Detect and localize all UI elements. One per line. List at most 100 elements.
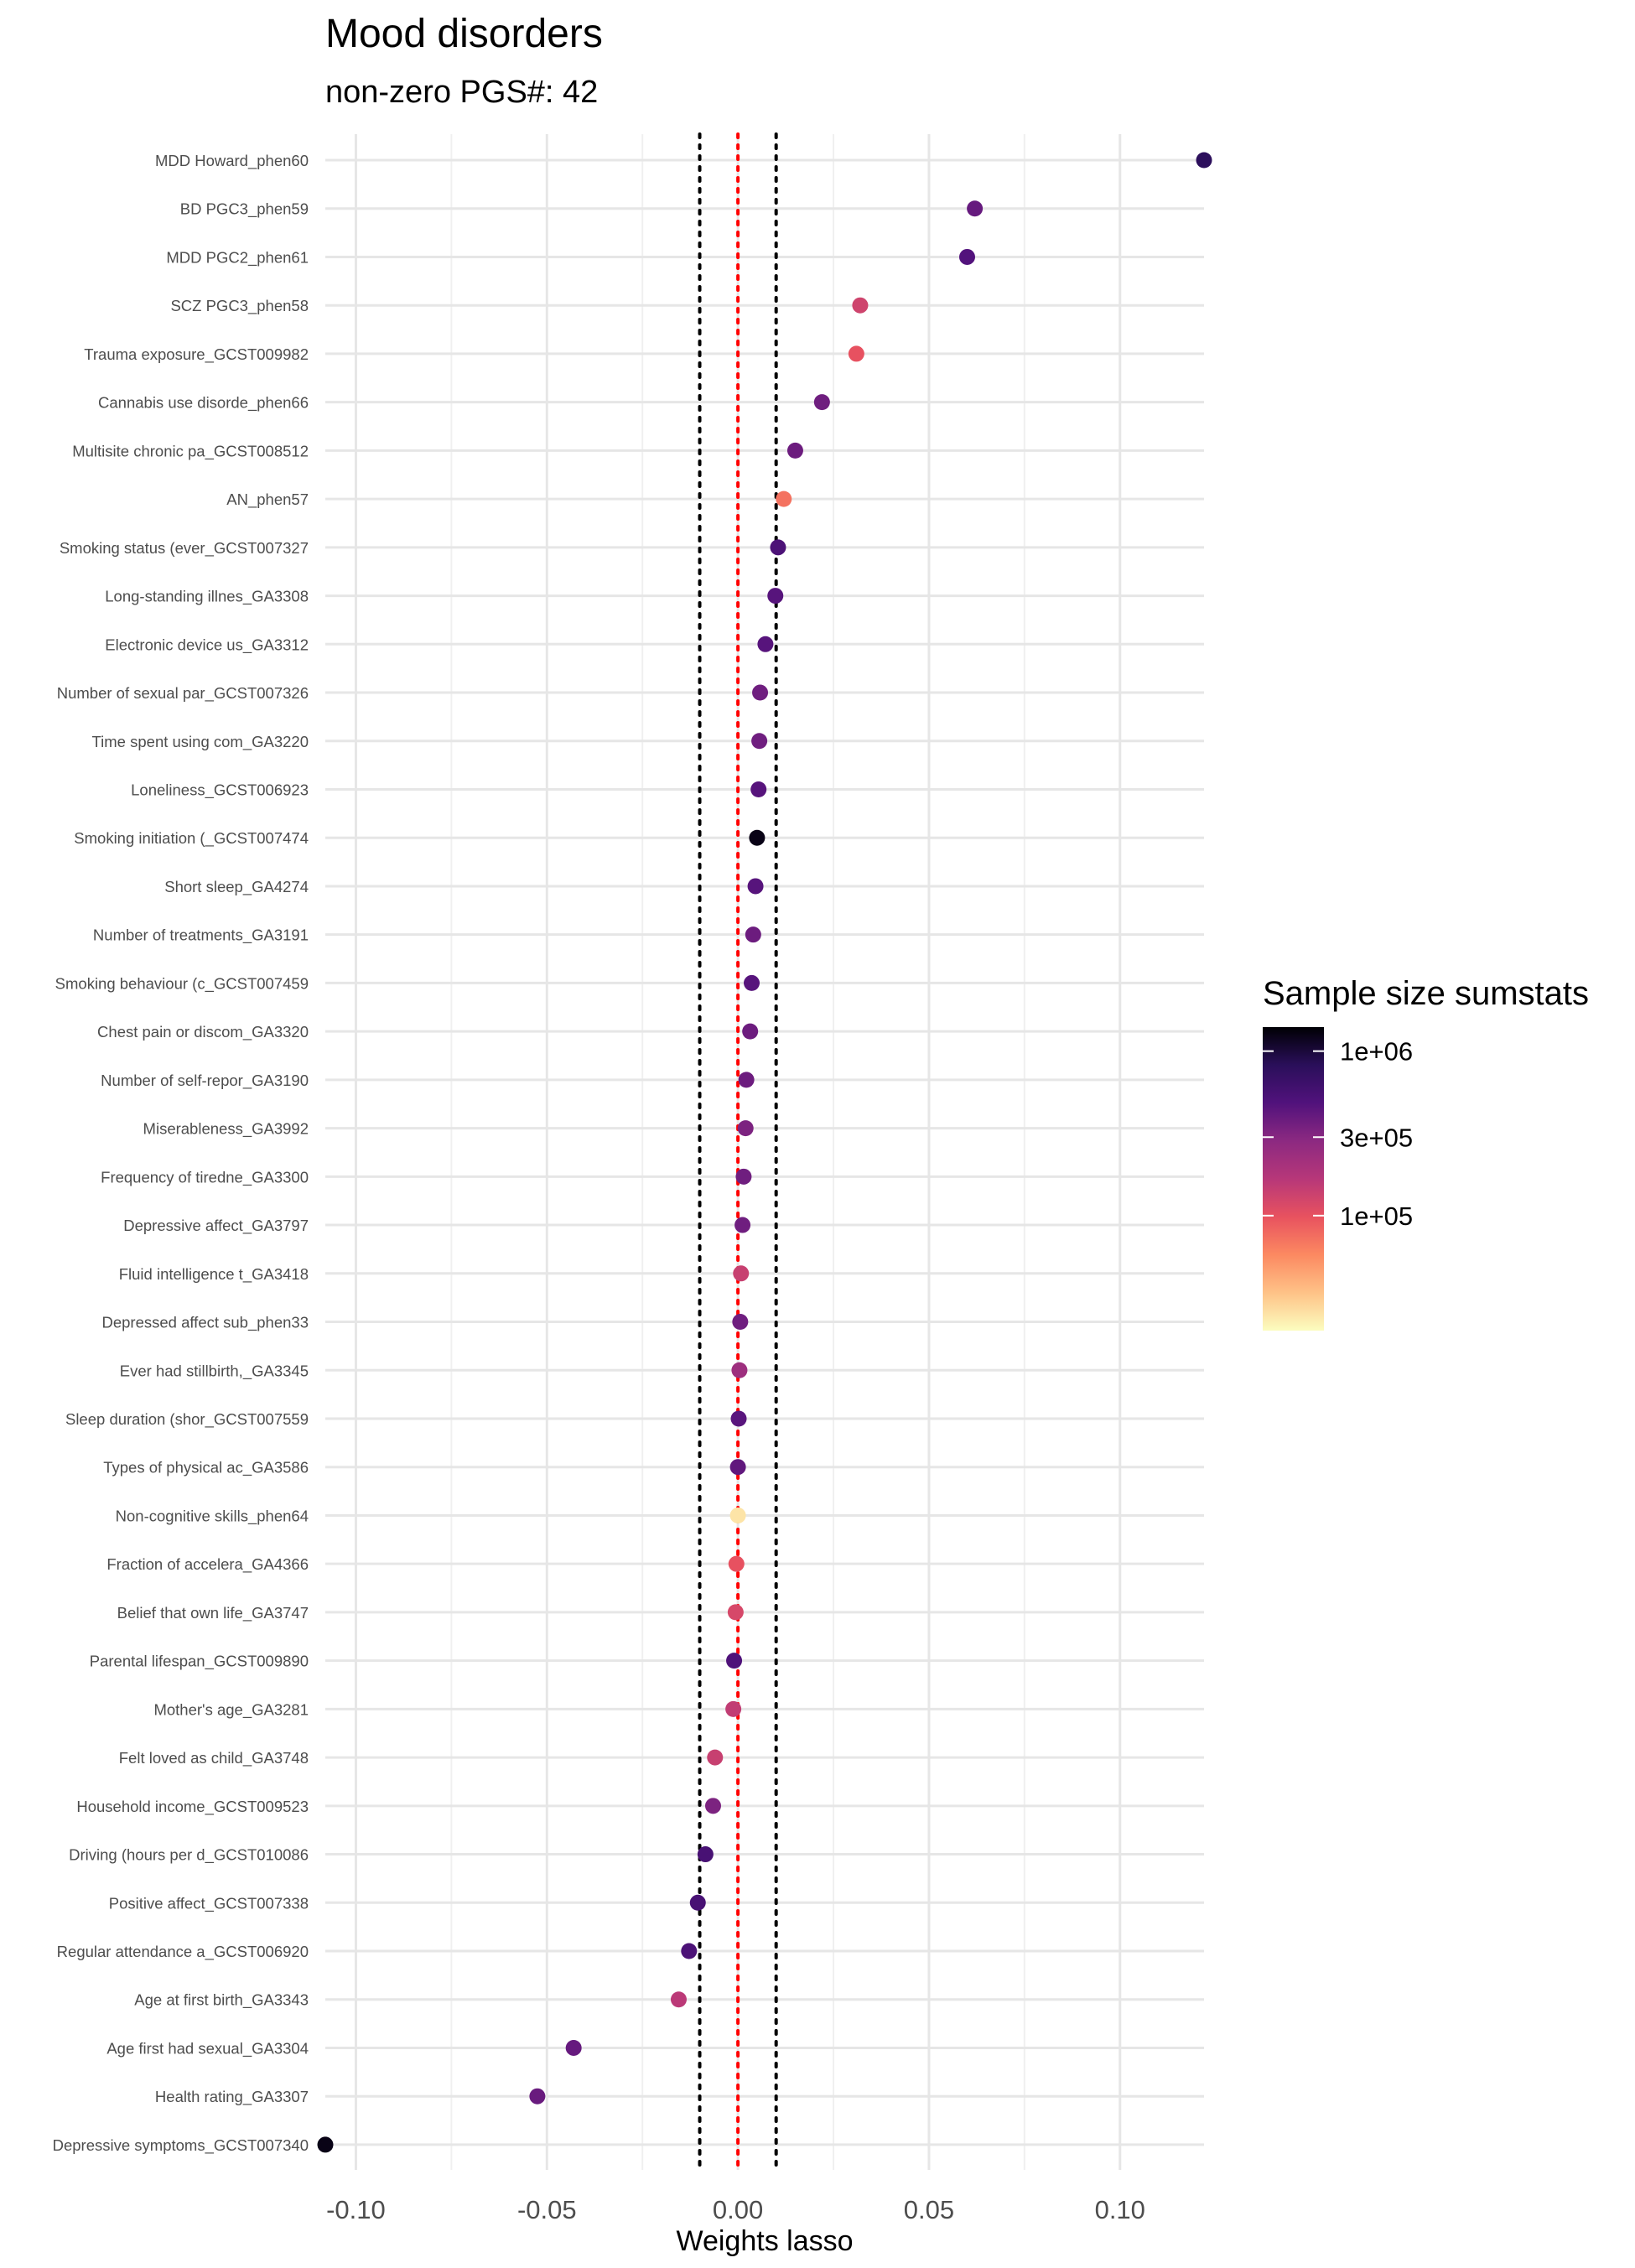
legend-ticks: 1e+06 3e+05 1e+05 — [1263, 1037, 1413, 1231]
y-tick-label: SCZ PGC3_phen58 — [170, 297, 309, 315]
data-point — [813, 394, 830, 411]
data-point — [786, 442, 803, 459]
data-point — [752, 684, 769, 701]
y-tick-label: Household income_GCST009523 — [76, 1798, 309, 1816]
x-tick-labels: -0.10 -0.05 0.00 0.05 0.10 — [326, 2195, 1145, 2224]
y-tick-label: Long-standing illnes_GA3308 — [105, 588, 309, 606]
y-tick-label: Age at first birth_GA3343 — [134, 1991, 309, 2010]
y-tick-labels: MDD Howard_phen60 BD PGC3_phen59 MDD PGC2_… — [53, 152, 309, 2155]
data-point — [958, 248, 975, 265]
y-tick-label: Regular attendance a_GCST006920 — [57, 1943, 309, 1961]
data-point — [757, 636, 774, 652]
x-axis-label: Weights lasso — [676, 2225, 853, 2257]
data-point — [726, 1653, 743, 1669]
data-point — [734, 1217, 751, 1233]
data-point — [730, 1410, 747, 1427]
data-point — [737, 1120, 754, 1137]
y-tick-label: Loneliness_GCST006923 — [131, 781, 309, 799]
y-tick-label: Fluid intelligence t_GA3418 — [119, 1265, 309, 1284]
y-tick-label: Chest pain or discom_GA3320 — [97, 1023, 309, 1041]
data-point — [707, 1749, 724, 1766]
y-tick-label: Short sleep_GA4274 — [164, 878, 309, 896]
data-point — [733, 1265, 750, 1282]
data-point — [751, 733, 768, 750]
y-tick-label: Cannabis use disorde_phen66 — [98, 394, 309, 413]
data-point — [731, 1362, 748, 1378]
data-point — [317, 2136, 334, 2153]
x-tick-label: 0.05 — [904, 2195, 954, 2224]
data-point — [738, 1072, 755, 1088]
chart-subtitle: non-zero PGS#: 42 — [325, 75, 598, 110]
data-point — [852, 297, 869, 314]
data-point — [529, 2088, 546, 2105]
y-tick-label: Depressed affect sub_phen33 — [101, 1314, 309, 1332]
y-tick-label: Number of self-repor_GA3190 — [101, 1072, 309, 1090]
y-tick-label: Smoking status (ever_GCST007327 — [60, 539, 309, 558]
x-tick-label: -0.10 — [326, 2195, 386, 2224]
y-tick-label: Smoking initiation (_GCST007474 — [74, 829, 309, 848]
data-point — [670, 1991, 687, 2008]
y-tick-label: Non-cognitive skills_phen64 — [116, 1507, 309, 1525]
y-tick-label: AN_phen57 — [226, 490, 309, 509]
x-tick-label: 0.00 — [713, 2195, 763, 2224]
data-point — [848, 345, 864, 362]
data-point — [747, 878, 764, 895]
y-tick-label: Trauma exposure_GCST009982 — [84, 345, 309, 364]
reference-lines — [698, 132, 778, 2172]
data-point — [776, 490, 792, 507]
y-tick-label: Felt loved as child_GA3748 — [119, 1749, 309, 1767]
data-point — [729, 1459, 746, 1476]
legend-tick-label: 1e+06 — [1340, 1037, 1413, 1067]
legend-title: Sample size sumstats — [1263, 975, 1589, 1012]
y-tick-label: Frequency of tiredne_GA3300 — [101, 1168, 309, 1186]
legend-tick-label: 3e+05 — [1340, 1123, 1413, 1152]
data-point — [770, 539, 786, 556]
y-tick-label: Ever had stillbirth,_GA3345 — [120, 1362, 309, 1380]
y-tick-label: Smoking behaviour (c_GCST007459 — [55, 974, 309, 993]
y-tick-label: Positive affect_GCST007338 — [109, 1894, 309, 1912]
data-point — [689, 1894, 706, 1911]
data-point — [727, 1604, 744, 1621]
y-tick-label: Number of sexual par_GCST007326 — [57, 684, 309, 703]
y-tick-label: Depressive symptoms_GCST007340 — [53, 2136, 309, 2155]
y-tick-label: MDD PGC2_phen61 — [166, 248, 309, 267]
data-point — [565, 2039, 582, 2056]
data-point — [749, 829, 766, 846]
y-tick-label: Driving (hours per d_GCST010086 — [69, 1846, 309, 1865]
data-points — [317, 152, 1212, 2153]
y-tick-label: Belief that own life_GA3747 — [117, 1604, 309, 1622]
x-tick-label: -0.05 — [517, 2195, 577, 2224]
y-tick-label: Age first had sexual_GA3304 — [106, 2039, 309, 2058]
data-point — [1196, 152, 1212, 169]
y-tick-label: Health rating_GA3307 — [155, 2088, 309, 2106]
data-point — [735, 1168, 752, 1185]
x-tick-label: 0.10 — [1095, 2195, 1145, 2224]
y-tick-label: BD PGC3_phen59 — [180, 200, 309, 219]
data-point — [744, 974, 760, 991]
y-tick-label: Depressive affect_GA3797 — [123, 1217, 309, 1235]
chart-title: Mood disorders — [325, 12, 603, 56]
data-point — [681, 1943, 698, 1959]
legend-colorbar — [1263, 1027, 1324, 1331]
data-point — [967, 200, 984, 217]
y-tick-label: Miserableness_GA3992 — [143, 1120, 309, 1139]
y-tick-label: Number of treatments_GA3191 — [93, 926, 309, 945]
data-point — [732, 1314, 749, 1331]
y-tick-label: Fraction of accelera_GA4366 — [106, 1555, 309, 1574]
data-point — [697, 1846, 714, 1863]
data-point — [725, 1700, 742, 1717]
y-tick-label: Multisite chronic pa_GCST008512 — [72, 442, 309, 460]
data-point — [767, 588, 784, 605]
data-point — [745, 926, 761, 943]
data-point — [750, 781, 767, 797]
y-tick-label: Mother's age_GA3281 — [153, 1700, 309, 1719]
y-tick-label: Parental lifespan_GCST009890 — [90, 1653, 309, 1671]
legend: Sample size sumstats 1e+06 3e+05 1e+05 — [1263, 975, 1589, 1331]
grid-layer — [325, 134, 1204, 2170]
data-point — [729, 1507, 746, 1523]
data-point — [728, 1555, 745, 1572]
data-point — [742, 1023, 759, 1040]
y-tick-label: Types of physical ac_GA3586 — [103, 1459, 309, 1477]
